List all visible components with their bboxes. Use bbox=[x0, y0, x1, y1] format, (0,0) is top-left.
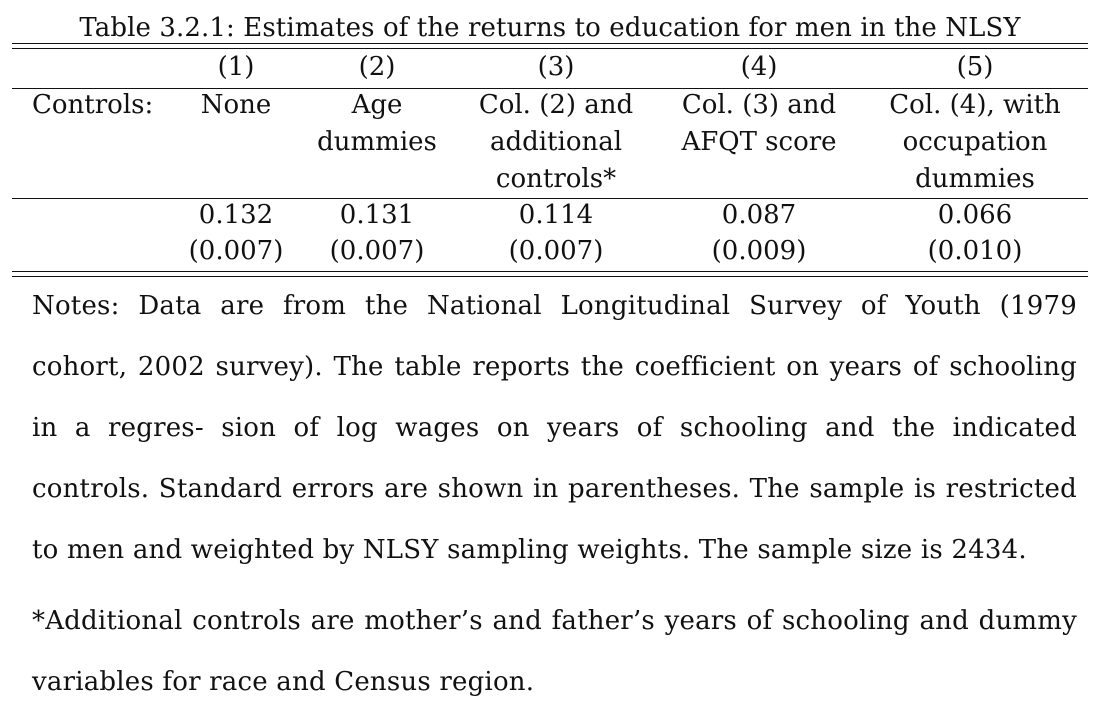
column-number-4: (4) bbox=[740, 52, 778, 82]
standard-error-4: (0.009) bbox=[711, 236, 807, 266]
controls-cell-1: None bbox=[201, 87, 272, 124]
table-footnote: *Additional controls are mother’s and fa… bbox=[32, 606, 1077, 697]
controls-line: additional bbox=[489, 127, 623, 157]
controls-line: Col. (2) and bbox=[478, 90, 634, 120]
controls-line: dummies bbox=[915, 164, 1035, 194]
estimate-2: 0.131 bbox=[339, 200, 415, 230]
controls-line: controls* bbox=[495, 164, 617, 194]
table-notes: Notes: Data are from the National Longit… bbox=[32, 291, 1077, 565]
column-number-1: (1) bbox=[217, 52, 255, 82]
controls-line: dummies bbox=[317, 127, 437, 157]
controls-cell-5: Col. (4), with occupation dummies bbox=[889, 87, 1061, 198]
standard-error-5: (0.010) bbox=[927, 236, 1023, 266]
column-number-3: (3) bbox=[537, 52, 575, 82]
table-caption: Table 3.2.1: Estimates of the returns to… bbox=[79, 13, 1021, 43]
top-rule-1 bbox=[12, 43, 1088, 45]
controls-cell-4: Col. (3) and AFQT score bbox=[681, 87, 836, 161]
column-number-2: (2) bbox=[358, 52, 396, 82]
controls-row-label: Controls: bbox=[32, 90, 154, 120]
header-rule bbox=[12, 88, 1088, 90]
estimates-rule bbox=[12, 198, 1088, 200]
controls-line: occupation bbox=[902, 127, 1048, 157]
bottom-rule-1 bbox=[12, 271, 1088, 273]
controls-line: AFQT score bbox=[681, 127, 837, 157]
standard-error-3: (0.007) bbox=[508, 236, 604, 266]
controls-line: Col. (4), with bbox=[889, 90, 1061, 120]
estimate-5: 0.066 bbox=[937, 200, 1013, 230]
estimate-4: 0.087 bbox=[721, 200, 797, 230]
controls-line: Col. (3) and bbox=[681, 90, 837, 120]
controls-line: None bbox=[200, 90, 272, 120]
controls-cell-3: Col. (2) and additional controls* bbox=[479, 87, 633, 198]
top-rule-2 bbox=[12, 48, 1088, 50]
estimate-3: 0.114 bbox=[518, 200, 594, 230]
controls-cell-2: Age dummies bbox=[317, 87, 437, 161]
column-number-5: (5) bbox=[956, 52, 994, 82]
controls-line: Age bbox=[351, 90, 403, 120]
estimate-1: 0.132 bbox=[198, 200, 274, 230]
bottom-rule-2 bbox=[12, 276, 1088, 278]
standard-error-1: (0.007) bbox=[188, 236, 284, 266]
standard-error-2: (0.007) bbox=[329, 236, 425, 266]
